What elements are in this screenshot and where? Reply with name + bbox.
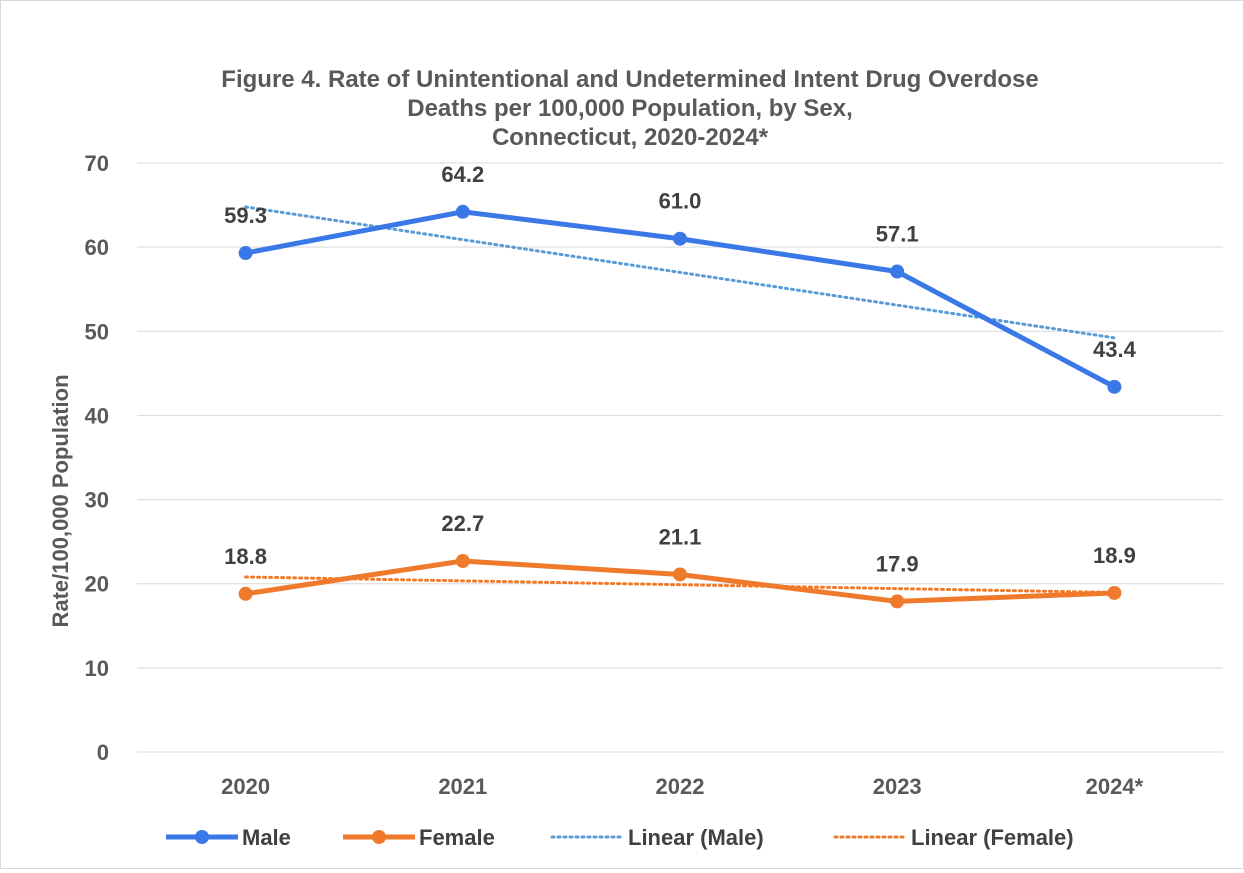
y-tick-label: 60 (85, 235, 109, 260)
y-tick-label: 0 (97, 740, 109, 765)
legend-label: Female (419, 825, 495, 850)
y-tick-label: 20 (85, 572, 109, 597)
series-lines (238, 204, 1122, 609)
legend-marker (372, 830, 386, 844)
chart-title: Figure 4. Rate of Unintentional and Unde… (221, 66, 1038, 151)
data-label-male: 61.0 (659, 189, 702, 214)
trendline-female (244, 575, 1116, 594)
data-label-female: 21.1 (659, 524, 702, 549)
legend: Male Female Linear (Male) Linear (Female) (166, 825, 1074, 850)
legend-item-female: Female (343, 825, 495, 850)
data-label-male: 57.1 (876, 222, 919, 247)
legend-label: Male (242, 825, 291, 850)
y-tick-label: 70 (85, 151, 109, 176)
data-label-male: 59.3 (224, 203, 267, 228)
y-tick-label: 10 (85, 656, 109, 681)
data-point-male (455, 204, 470, 219)
y-tick-label: 40 (85, 403, 109, 428)
data-labels: 59.3 64.2 61.0 57.1 43.4 18.8 22.7 21.1 17.9 18.9 (224, 162, 1136, 577)
data-label-male: 64.2 (441, 162, 484, 187)
legend-item-male: Male (166, 825, 291, 850)
data-point-male (238, 246, 253, 261)
data-point-male (1107, 379, 1122, 394)
trendlines (244, 205, 1116, 594)
legend-marker (195, 830, 209, 844)
legend-label: Linear (Male) (628, 825, 764, 850)
x-tick-label: 2024* (1086, 774, 1144, 799)
y-axis-label: Rate/100,000 Population (48, 374, 73, 627)
data-point-male (890, 264, 905, 279)
y-axis-ticks: 0 10 20 30 40 50 60 70 (85, 151, 109, 765)
legend-item-linear-female: Linear (Female) (833, 825, 1074, 850)
x-tick-label: 2023 (873, 774, 922, 799)
x-tick-label: 2022 (656, 774, 705, 799)
data-label-male: 43.4 (1093, 337, 1137, 362)
data-label-female: 17.9 (876, 551, 919, 576)
legend-label: Linear (Female) (911, 825, 1074, 850)
data-point-female (890, 594, 905, 609)
data-point-female (238, 586, 253, 601)
chart-title-line-3: Connecticut, 2020-2024* (492, 124, 769, 151)
trendline-male (244, 205, 1116, 340)
y-tick-label: 50 (85, 319, 109, 344)
data-point-female (673, 567, 687, 582)
data-point-male (673, 231, 687, 246)
data-label-female: 18.8 (224, 544, 267, 569)
data-point-female (455, 553, 470, 568)
legend-item-linear-male: Linear (Male) (550, 825, 764, 850)
x-tick-label: 2021 (438, 774, 487, 799)
data-label-female: 18.9 (1093, 543, 1136, 568)
chart-title-line-1: Figure 4. Rate of Unintentional and Unde… (221, 66, 1038, 93)
x-axis-ticks: 2020 2021 2022 2023 2024* (221, 774, 1143, 799)
data-point-female (1107, 585, 1122, 600)
y-tick-label: 30 (85, 488, 109, 513)
chart-title-line-2: Deaths per 100,000 Population, by Sex, (407, 95, 853, 122)
x-tick-label: 2020 (221, 774, 270, 799)
gridlines (137, 162, 1223, 753)
data-label-female: 22.7 (441, 511, 484, 536)
